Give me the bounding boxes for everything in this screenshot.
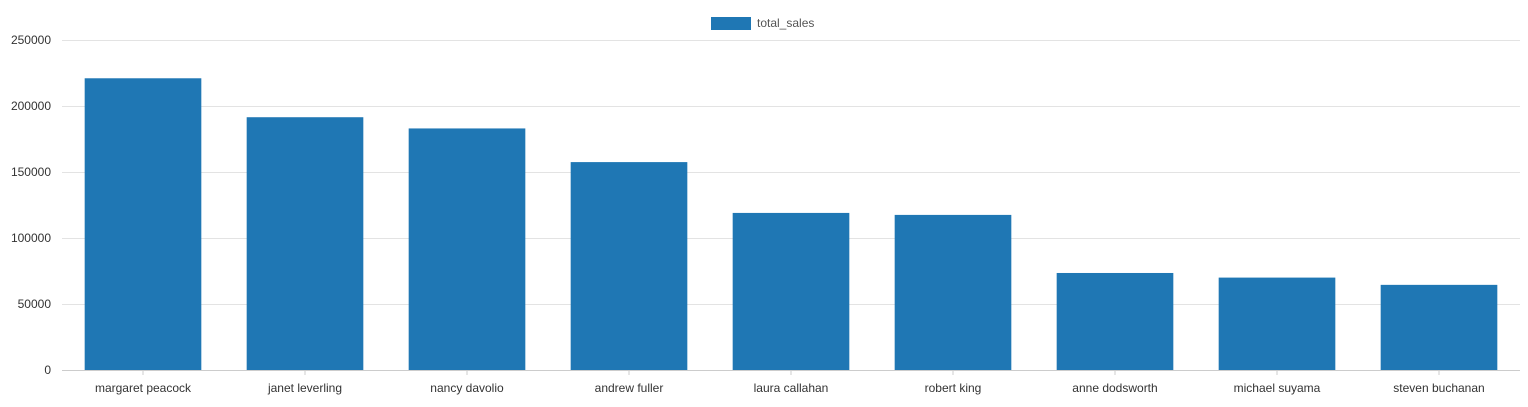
y-tick-label: 0: [44, 363, 51, 377]
legend-label: total_sales: [757, 16, 814, 30]
bar-nancy-davolio: [408, 128, 526, 370]
bar-michael-suyama: [1218, 277, 1336, 370]
x-tick-label: margaret peacock: [95, 381, 192, 395]
bars: [84, 78, 1498, 370]
legend: total_sales: [711, 16, 814, 30]
x-tick-label: andrew fuller: [595, 381, 664, 395]
bar-andrew-fuller: [570, 162, 688, 370]
y-tick-label: 200000: [11, 99, 51, 113]
x-tick-label: laura callahan: [754, 381, 829, 395]
x-tick-label: robert king: [925, 381, 982, 395]
bar-robert-king: [894, 214, 1012, 370]
bar-margaret-peacock: [84, 78, 202, 370]
bar-laura-callahan: [732, 212, 850, 370]
y-tick-label: 250000: [11, 33, 51, 47]
x-tick-label: michael suyama: [1234, 381, 1321, 395]
x-tick-label: janet leverling: [267, 381, 342, 395]
y-tick-label: 150000: [11, 165, 51, 179]
bar-janet-leverling: [246, 117, 364, 370]
y-tick-label: 50000: [18, 297, 52, 311]
x-tick-label: anne dodsworth: [1072, 381, 1157, 395]
x-tick-label: nancy davolio: [430, 381, 504, 395]
axes: 0 50000 100000 150000 200000 250000 margaret p…: [11, 33, 1520, 395]
y-tick-label: 100000: [11, 231, 51, 245]
bar-anne-dodsworth: [1056, 272, 1174, 370]
x-tick-label: steven buchanan: [1393, 381, 1484, 395]
legend-swatch: [711, 17, 751, 30]
bar-steven-buchanan: [1380, 284, 1498, 370]
